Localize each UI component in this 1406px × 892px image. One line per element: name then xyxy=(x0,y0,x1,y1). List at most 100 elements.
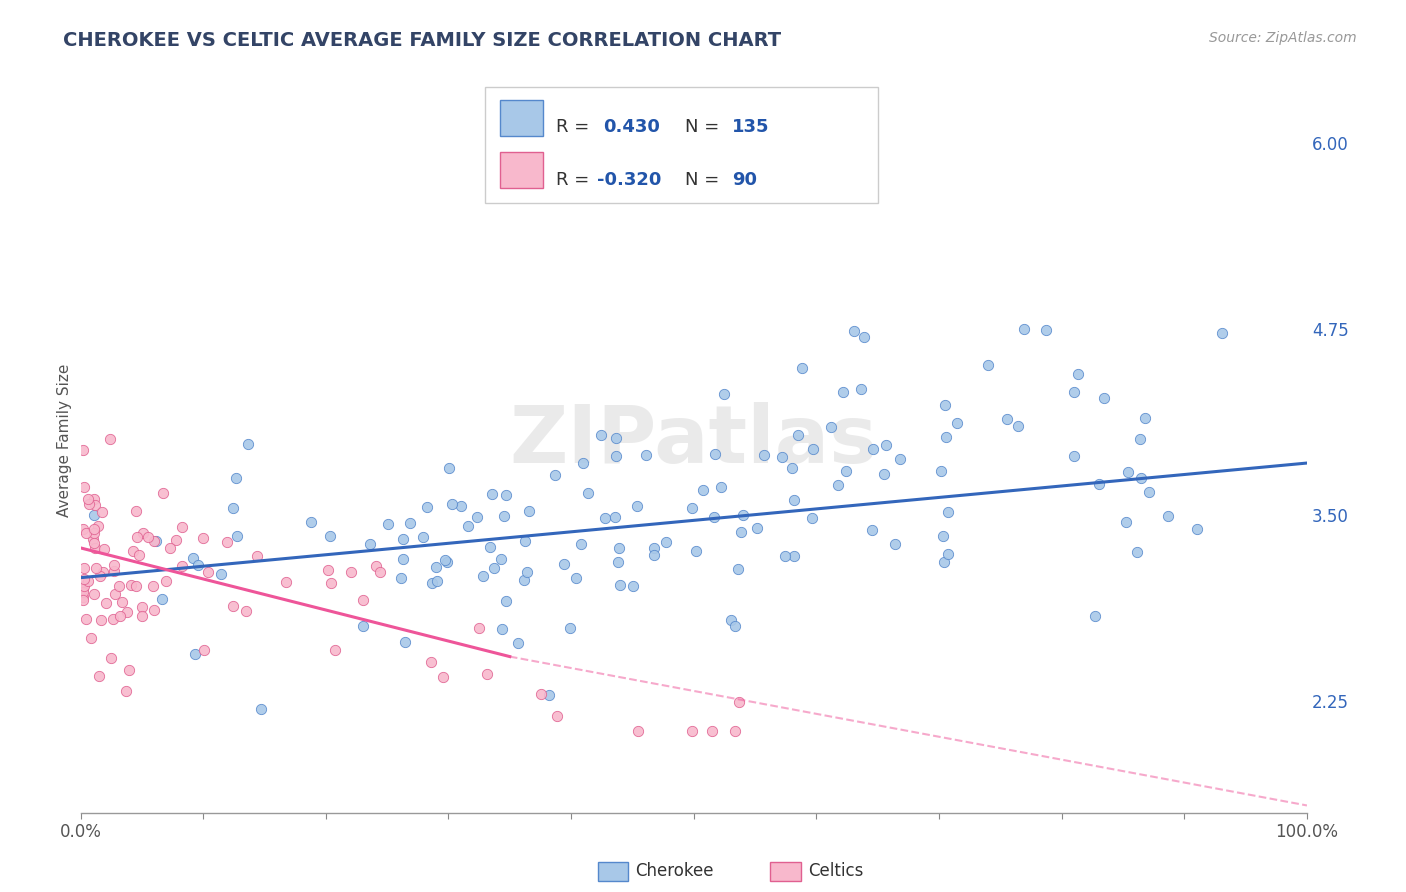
Point xyxy=(225,471,247,485)
Point xyxy=(860,524,883,538)
Point xyxy=(482,561,505,575)
Point xyxy=(875,438,897,452)
Point xyxy=(441,497,464,511)
Point xyxy=(626,724,648,739)
Point xyxy=(83,522,105,536)
Point xyxy=(606,555,628,569)
Point xyxy=(589,428,612,442)
Point xyxy=(73,572,96,586)
Point xyxy=(399,516,422,530)
Point xyxy=(100,651,122,665)
Point xyxy=(165,533,187,548)
Point xyxy=(783,549,806,564)
Point xyxy=(851,382,873,396)
Point xyxy=(465,510,488,524)
Text: R =: R = xyxy=(557,119,589,136)
Point xyxy=(115,683,138,698)
Point xyxy=(929,463,952,477)
Point xyxy=(1087,476,1109,491)
Point xyxy=(103,564,125,578)
Point xyxy=(235,604,257,618)
Point xyxy=(872,467,894,481)
Point xyxy=(692,483,714,497)
Point xyxy=(682,724,704,739)
Point xyxy=(359,537,381,551)
Point xyxy=(193,642,215,657)
Point xyxy=(607,541,630,555)
Point xyxy=(159,541,181,555)
Point xyxy=(634,448,657,462)
Point xyxy=(576,486,599,500)
Point xyxy=(89,569,111,583)
Point xyxy=(1137,485,1160,500)
Point xyxy=(364,559,387,574)
Point xyxy=(783,492,806,507)
Point xyxy=(181,551,204,566)
Point xyxy=(595,511,617,525)
Point xyxy=(420,655,443,669)
Point xyxy=(1129,433,1152,447)
Point xyxy=(724,724,747,739)
Point xyxy=(727,562,749,576)
Point xyxy=(1129,471,1152,485)
Point xyxy=(111,594,134,608)
Point xyxy=(938,547,960,561)
Point xyxy=(98,432,121,446)
Point xyxy=(792,361,814,376)
Point xyxy=(1066,368,1088,382)
Point xyxy=(471,569,494,583)
Point xyxy=(101,612,124,626)
Point xyxy=(513,573,536,587)
Text: -0.320: -0.320 xyxy=(596,170,661,188)
Point xyxy=(276,575,298,590)
Point xyxy=(75,525,97,540)
Point xyxy=(136,530,159,544)
Point xyxy=(977,358,1000,372)
Point xyxy=(1156,508,1178,523)
Point xyxy=(655,535,678,549)
Point xyxy=(370,565,392,579)
Point xyxy=(222,599,245,614)
Text: Source: ZipAtlas.com: Source: ZipAtlas.com xyxy=(1209,31,1357,45)
Point xyxy=(702,724,724,739)
Point xyxy=(938,505,960,519)
Point xyxy=(83,526,105,541)
Point xyxy=(236,437,259,451)
Point xyxy=(1007,419,1029,434)
Point xyxy=(72,582,94,597)
Point xyxy=(605,431,627,445)
Point xyxy=(935,430,957,444)
Point xyxy=(436,555,458,569)
Point xyxy=(517,503,540,517)
Point xyxy=(853,330,876,344)
Point xyxy=(433,553,456,567)
Point xyxy=(730,525,752,540)
Point xyxy=(432,670,454,684)
Text: Cherokee: Cherokee xyxy=(636,863,714,880)
Point xyxy=(685,544,707,558)
Point xyxy=(932,555,955,569)
Point xyxy=(844,324,866,338)
Point xyxy=(209,567,232,582)
Point xyxy=(946,417,969,431)
Point xyxy=(339,565,361,579)
Point xyxy=(862,442,884,457)
Point xyxy=(222,500,245,515)
Point xyxy=(1126,545,1149,559)
Point xyxy=(787,428,810,442)
Point xyxy=(1133,410,1156,425)
Point xyxy=(703,447,725,461)
Point xyxy=(1084,608,1107,623)
Point xyxy=(215,534,238,549)
Point xyxy=(603,510,626,524)
Text: ZIPatlas: ZIPatlas xyxy=(509,401,877,480)
Point xyxy=(724,619,747,633)
Point xyxy=(125,579,148,593)
Point xyxy=(249,701,271,715)
Point xyxy=(569,537,592,551)
Point xyxy=(1012,322,1035,336)
Point xyxy=(352,619,374,633)
Point xyxy=(513,534,536,549)
Point xyxy=(131,609,153,624)
Point xyxy=(131,599,153,614)
